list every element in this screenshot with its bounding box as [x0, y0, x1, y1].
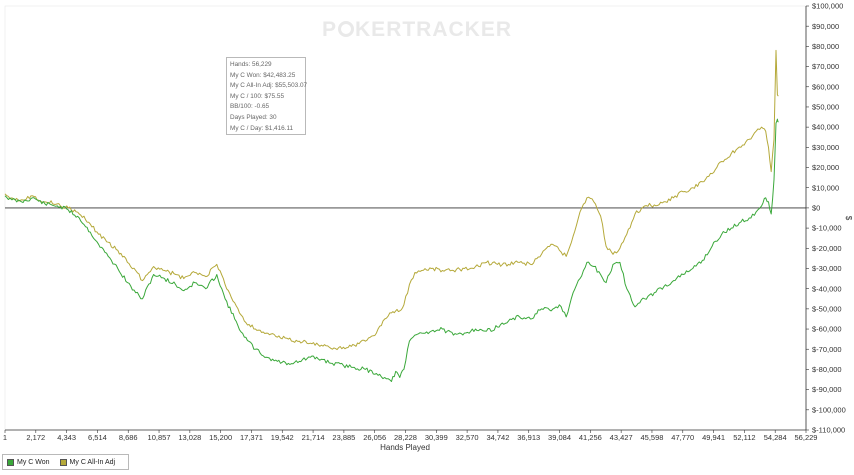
x-tick-label: 54,284	[764, 433, 787, 442]
stats-tooltip: Hands: 56,229 My C Won: $42,483.25 My C …	[226, 57, 308, 135]
x-tick-label: 6,514	[88, 433, 107, 442]
x-tick-label: 45,598	[640, 433, 663, 442]
x-tick-label: 13,028	[178, 433, 201, 442]
legend-swatch-won	[7, 458, 14, 466]
y-tick-label: $-40,000	[812, 284, 842, 293]
x-tick-label: 52,112	[733, 433, 755, 442]
y-tick-label: $70,000	[812, 62, 839, 71]
x-tick-label: 39,084	[548, 433, 571, 442]
y-tick-label: $-100,000	[812, 405, 846, 414]
y-tick-label: $0	[812, 204, 820, 213]
y-tick-label: $-70,000	[812, 345, 842, 354]
x-tick-label: 47,770	[671, 433, 694, 442]
logo-text-right: KERTRACKER	[355, 18, 513, 41]
x-tick-label: 36,913	[517, 433, 540, 442]
y-axis-title: $	[844, 216, 853, 221]
y-tick-label: $20,000	[812, 163, 839, 172]
legend-swatch-allin	[59, 458, 67, 466]
x-tick-label: 28,228	[394, 433, 417, 442]
y-tick-label: $-20,000	[812, 244, 842, 253]
y-tick-label: $-50,000	[812, 304, 842, 313]
stat-per-100: My C / 100: $75.55	[230, 92, 284, 100]
x-tick-label: 43,427	[610, 433, 633, 442]
y-tick-label: $-90,000	[812, 385, 842, 394]
plot-frame	[4, 5, 807, 431]
series-layer	[4, 49, 779, 382]
x-axis-title: Hands Played	[380, 443, 430, 452]
x-tick-label: 26,056	[363, 433, 386, 442]
x-tick-label: 21,714	[302, 433, 325, 442]
y-tick-label: $50,000	[812, 103, 839, 112]
legend-label-allin: My C All-In Adj	[69, 458, 116, 466]
y-tick-label: $100,000	[812, 2, 843, 11]
y-tick-label: $30,000	[812, 143, 839, 152]
pokertracker-logo: P KERTRACKER	[322, 18, 512, 42]
y-tick-label: $-60,000	[812, 325, 842, 334]
stat-hands: Hands: 56,229	[230, 61, 272, 68]
x-tick-label: 32,570	[456, 433, 479, 442]
x-axis-ticks: 1 2,172 4,343 6,514 8,686 10,857 13,028 15,200 1…	[3, 430, 818, 442]
legend-label-won: My C Won	[17, 458, 50, 466]
series-line-my-c-all-in-adj	[4, 49, 779, 351]
x-tick-label: 10,857	[148, 433, 171, 442]
y-tick-label: $-80,000	[812, 365, 842, 374]
y-tick-label: $60,000	[812, 82, 839, 91]
chart-legend: My C Won My C All-In Adj	[2, 454, 129, 470]
x-tick-label: 56,229	[795, 433, 818, 442]
y-tick-label: $-10,000	[812, 224, 842, 233]
y-axis-ticks: $100,000 $90,000 $80,000 $70,000 $60,000 $50,…	[806, 2, 846, 435]
legend-item-won[interactable]: My C Won	[7, 458, 50, 466]
x-tick-label: 1	[3, 433, 7, 442]
x-tick-label: 41,256	[579, 433, 602, 442]
y-tick-label: $-110,000	[812, 426, 845, 435]
x-tick-label: 8,686	[119, 433, 138, 442]
x-tick-label: 23,885	[332, 433, 355, 442]
y-tick-label: $90,000	[812, 22, 839, 31]
legend-item-allin[interactable]: My C All-In Adj	[59, 458, 116, 466]
poker-chip-icon	[338, 21, 355, 37]
y-tick-label: $80,000	[812, 42, 839, 51]
x-tick-label: 34,742	[486, 433, 509, 442]
y-tick-label: $40,000	[812, 123, 839, 132]
x-tick-label: 15,200	[209, 433, 232, 442]
stat-days-played: Days Played: 30	[230, 113, 277, 121]
stat-bb-100: BB/100: -0.65	[230, 103, 270, 111]
stat-won: My C Won: $42,483.25	[230, 71, 296, 79]
y-tick-label: $-30,000	[812, 264, 842, 273]
stat-per-day: My C / Day: $1,416.11	[230, 124, 294, 132]
series-line-my-c-won	[4, 118, 779, 382]
logo-text-left: P	[322, 18, 338, 41]
x-tick-label: 49,941	[702, 433, 725, 442]
stat-allin-adj: My C All-In Adj: $55,503.07	[230, 82, 308, 90]
x-tick-label: 19,542	[271, 433, 294, 442]
x-tick-label: 30,399	[425, 433, 448, 442]
x-tick-label: 17,371	[240, 433, 263, 442]
x-tick-label: 4,343	[57, 433, 76, 442]
y-tick-label: $10,000	[812, 183, 839, 192]
x-tick-label: 2,172	[26, 433, 45, 442]
